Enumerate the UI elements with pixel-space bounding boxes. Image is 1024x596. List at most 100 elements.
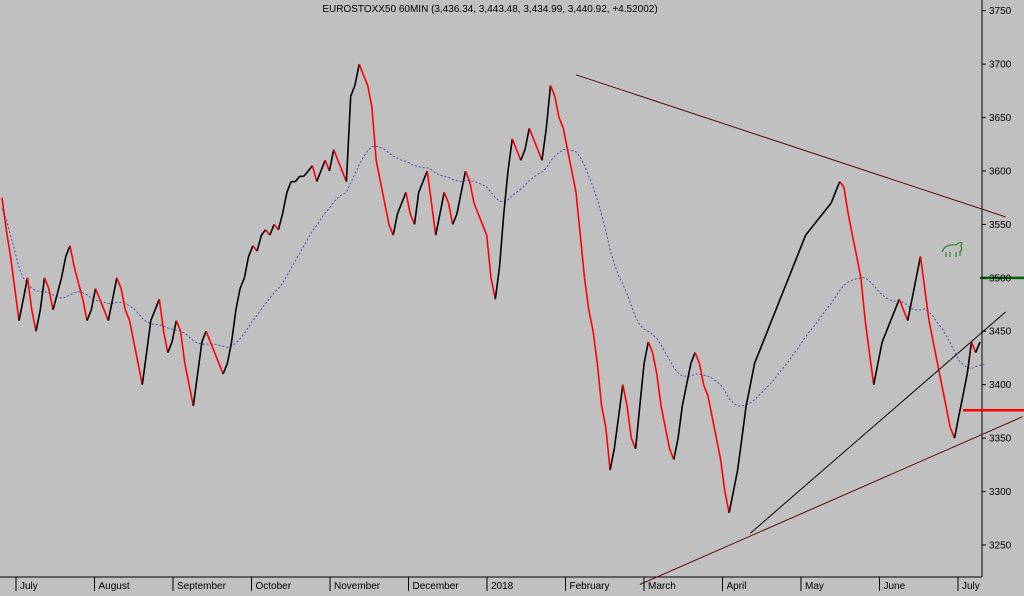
x-tick-label: July [962, 581, 980, 591]
price-segment [966, 341, 973, 375]
price-segment [634, 405, 641, 449]
price-segment [154, 298, 161, 311]
price-segment [141, 352, 148, 385]
price-segment [681, 384, 688, 407]
price-segment [366, 85, 373, 108]
price-segment [162, 331, 169, 353]
price-segment [426, 170, 433, 204]
y-tick-label: 3650 [989, 113, 1012, 124]
price-segment [307, 165, 314, 172]
price-segment [269, 224, 275, 236]
price-segment [503, 170, 509, 214]
price-segment [511, 138, 518, 150]
price-segment [349, 85, 356, 97]
price-segment [562, 128, 569, 150]
price-segment [702, 384, 709, 396]
price-segment [456, 192, 462, 214]
price-segment [673, 437, 679, 460]
price-segment [528, 127, 535, 140]
price-segment [715, 437, 722, 460]
price-segment [35, 309, 42, 332]
price-segment [537, 149, 543, 161]
axis-label-layer: 3250 3300 3350 3400 3450 3500 3550 3600 3650 3700… [15, 6, 1012, 592]
price-segment [745, 384, 752, 407]
price-segment [668, 448, 675, 460]
x-tick-label: July [20, 581, 38, 591]
price-segment [303, 170, 309, 177]
price-segment [974, 341, 981, 353]
price-segment [864, 320, 871, 353]
y-tick-label: 3300 [989, 487, 1012, 498]
price-segment [218, 363, 224, 375]
price-segment [124, 309, 131, 321]
x-tick-label: May [805, 581, 824, 591]
price-segment [48, 288, 54, 311]
price-segment [477, 213, 484, 225]
price-segment [545, 85, 552, 129]
price-segment [120, 288, 127, 311]
price-segment [167, 341, 173, 353]
price-segment [758, 341, 764, 353]
price-segment [651, 352, 658, 375]
price-segment [494, 266, 501, 300]
price-segment [400, 192, 407, 204]
price-segment [158, 299, 165, 332]
price-segment [643, 341, 650, 364]
price-segment [311, 165, 318, 182]
price-segment [409, 213, 416, 225]
y-tick-label: 3350 [989, 434, 1012, 445]
price-segment [707, 395, 713, 417]
price-segment [949, 427, 956, 439]
price-segment [43, 277, 50, 289]
price-segment [460, 170, 467, 193]
x-tick-label: June [884, 581, 906, 591]
price-segment [566, 149, 573, 172]
x-tick-label: 2018 [491, 581, 514, 591]
price-segment [549, 85, 556, 97]
price-segment [953, 416, 960, 439]
price-segment [320, 160, 326, 172]
price-segment [417, 181, 424, 193]
price-segment [507, 138, 514, 172]
price-segment [133, 341, 139, 364]
price-segment [945, 405, 951, 428]
price-segment [439, 192, 445, 214]
price-segment [239, 277, 246, 289]
price-segment [957, 395, 964, 417]
price-segment [9, 256, 16, 289]
price-segment [315, 170, 322, 182]
price-segment [532, 138, 539, 150]
price-segment [571, 170, 577, 193]
price-segment [877, 341, 883, 364]
price-segment [600, 405, 607, 428]
price-segment [179, 331, 186, 364]
price-segment [31, 309, 37, 332]
price-segment [354, 63, 360, 86]
price-segment [90, 288, 97, 311]
price-segment [226, 341, 233, 364]
price-segment [490, 277, 497, 300]
price-segment [18, 299, 25, 321]
price-segment [834, 181, 841, 193]
price-segment [116, 277, 122, 289]
price-segment [205, 330, 212, 343]
price-segment [422, 170, 428, 182]
price-segment [150, 309, 156, 321]
price-segment [256, 234, 263, 252]
price-segment [847, 213, 854, 236]
price-segment [762, 330, 769, 343]
price-segment [22, 277, 29, 300]
price-segment [558, 117, 565, 129]
price-segment [698, 363, 705, 385]
price-segment [919, 256, 926, 289]
price-segment [830, 192, 837, 204]
price-segment [868, 352, 875, 385]
price-segment [639, 363, 645, 407]
trendline-layer [575, 74, 1024, 585]
price-segment [711, 416, 718, 439]
price-segment [851, 234, 858, 257]
price-segment [732, 469, 739, 492]
price-segment [792, 256, 798, 268]
price-segment [243, 256, 250, 278]
